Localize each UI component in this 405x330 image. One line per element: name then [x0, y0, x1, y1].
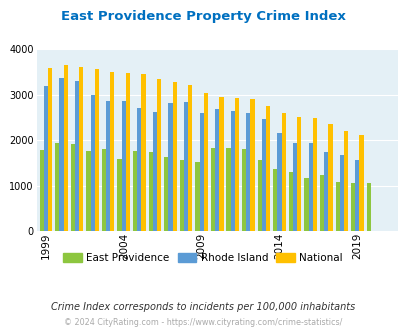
- Bar: [203, 93, 207, 231]
- Bar: [48, 68, 52, 231]
- Bar: [226, 148, 230, 231]
- Bar: [183, 102, 188, 231]
- Bar: [106, 101, 110, 231]
- Bar: [366, 183, 370, 231]
- Bar: [288, 173, 292, 231]
- Bar: [188, 85, 192, 231]
- Bar: [292, 143, 296, 231]
- Bar: [328, 124, 332, 231]
- Bar: [110, 72, 114, 231]
- Bar: [137, 109, 141, 231]
- Bar: [168, 103, 172, 231]
- Bar: [117, 159, 121, 231]
- Legend: East Providence, Rhode Island, National: East Providence, Rhode Island, National: [59, 248, 346, 267]
- Bar: [281, 113, 285, 231]
- Bar: [312, 118, 316, 231]
- Bar: [350, 183, 354, 231]
- Bar: [70, 144, 75, 231]
- Bar: [250, 99, 254, 231]
- Bar: [64, 65, 68, 231]
- Bar: [354, 160, 358, 231]
- Bar: [195, 162, 199, 231]
- Bar: [90, 95, 94, 231]
- Bar: [44, 86, 48, 231]
- Bar: [157, 79, 161, 231]
- Bar: [148, 151, 152, 231]
- Bar: [319, 175, 323, 231]
- Bar: [39, 150, 44, 231]
- Bar: [55, 144, 59, 231]
- Bar: [102, 149, 106, 231]
- Bar: [358, 135, 363, 231]
- Bar: [335, 182, 339, 231]
- Bar: [172, 82, 176, 231]
- Bar: [241, 149, 246, 231]
- Bar: [126, 73, 130, 231]
- Bar: [215, 109, 219, 231]
- Bar: [122, 101, 126, 231]
- Bar: [277, 133, 281, 231]
- Bar: [141, 75, 145, 231]
- Bar: [164, 157, 168, 231]
- Bar: [323, 151, 328, 231]
- Bar: [79, 67, 83, 231]
- Bar: [59, 78, 64, 231]
- Bar: [234, 98, 239, 231]
- Bar: [210, 148, 215, 231]
- Bar: [86, 151, 90, 231]
- Bar: [179, 160, 183, 231]
- Bar: [304, 178, 308, 231]
- Bar: [133, 151, 137, 231]
- Bar: [273, 169, 277, 231]
- Bar: [265, 106, 270, 231]
- Bar: [308, 144, 312, 231]
- Bar: [199, 114, 203, 231]
- Bar: [246, 114, 250, 231]
- Bar: [75, 81, 79, 231]
- Bar: [230, 111, 234, 231]
- Text: Crime Index corresponds to incidents per 100,000 inhabitants: Crime Index corresponds to incidents per…: [51, 302, 354, 312]
- Bar: [152, 112, 157, 231]
- Bar: [219, 97, 223, 231]
- Bar: [261, 119, 265, 231]
- Bar: [343, 131, 347, 231]
- Text: East Providence Property Crime Index: East Providence Property Crime Index: [60, 10, 345, 23]
- Bar: [339, 155, 343, 231]
- Text: © 2024 CityRating.com - https://www.cityrating.com/crime-statistics/: © 2024 CityRating.com - https://www.city…: [64, 318, 341, 327]
- Bar: [94, 69, 99, 231]
- Bar: [257, 160, 261, 231]
- Bar: [296, 117, 301, 231]
